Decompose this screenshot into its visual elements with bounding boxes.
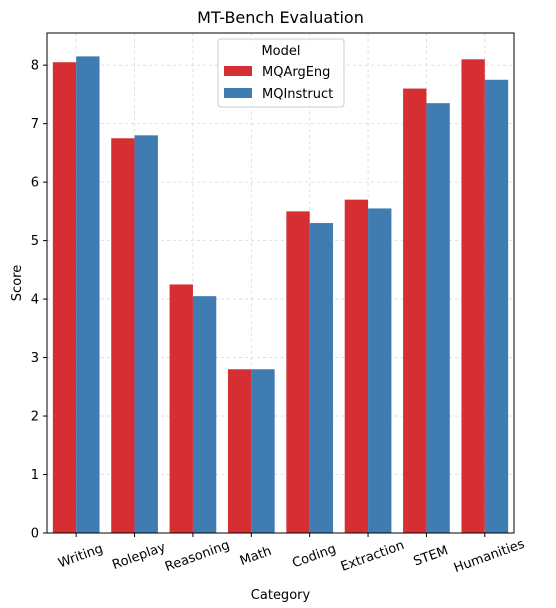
bar-mqinstruct-extraction [368, 208, 392, 533]
bar-mqargeng-stem [403, 88, 427, 534]
bar-mqargeng-humanities [461, 59, 485, 533]
bar-mqinstruct-roleplay [134, 135, 158, 534]
bar-mqinstruct-humanities [484, 79, 509, 533]
bar-mqargeng-math [227, 369, 252, 533]
bar-mqinstruct-math [251, 369, 275, 533]
y-axis-label: Score [10, 265, 25, 301]
bar-mqargeng-roleplay [111, 138, 135, 533]
x-axis-label: Category [251, 588, 311, 603]
y-axis: 0 1 2 3 4 5 6 7 8 [31, 59, 47, 542]
x-tick-label: Writing [56, 541, 105, 571]
x-tick-label: Math [238, 544, 274, 569]
x-tick-label: Humanities [452, 537, 527, 576]
bar-mqargeng-writing [52, 62, 77, 533]
x-tick-label: Extraction [339, 538, 407, 575]
bar-mqinstruct-reasoning [192, 296, 217, 533]
legend: Model MQArgEng MQInstruct [217, 38, 345, 108]
bar-mqinstruct-coding [309, 223, 334, 534]
bar-mqargeng-reasoning [169, 284, 193, 533]
y-tick-label: 3 [31, 351, 39, 366]
y-tick-label: 2 [31, 410, 39, 425]
bar-mqinstruct-writing [76, 56, 100, 533]
x-tick-label: Roleplay [110, 540, 168, 573]
x-tick-label: STEM [412, 543, 451, 569]
legend-swatch-mqargeng [224, 66, 252, 76]
bars [52, 56, 509, 534]
legend-label-mqargeng: MQArgEng [262, 65, 330, 80]
chart-title: MT-Bench Evaluation [197, 8, 364, 27]
y-tick-label: 6 [31, 176, 39, 191]
bar-mqinstruct-stem [426, 103, 450, 533]
y-tick-label: 1 [31, 468, 39, 483]
bar-mqargeng-coding [286, 211, 310, 533]
y-tick-label: 5 [31, 234, 39, 249]
plot-frame [46, 32, 515, 534]
legend-swatch-mqinstruct [224, 88, 252, 98]
y-tick-label: 0 [31, 527, 39, 542]
y-tick-label: 7 [31, 117, 39, 132]
legend-label-mqinstruct: MQInstruct [262, 87, 333, 102]
bar-mqargeng-extraction [344, 199, 369, 533]
x-tick-label: Reasoning [163, 538, 232, 575]
y-tick-label: 4 [31, 293, 39, 308]
x-tick-label: Coding [290, 542, 338, 572]
legend-title: Model [261, 44, 300, 59]
y-tick-label: 8 [31, 59, 39, 74]
